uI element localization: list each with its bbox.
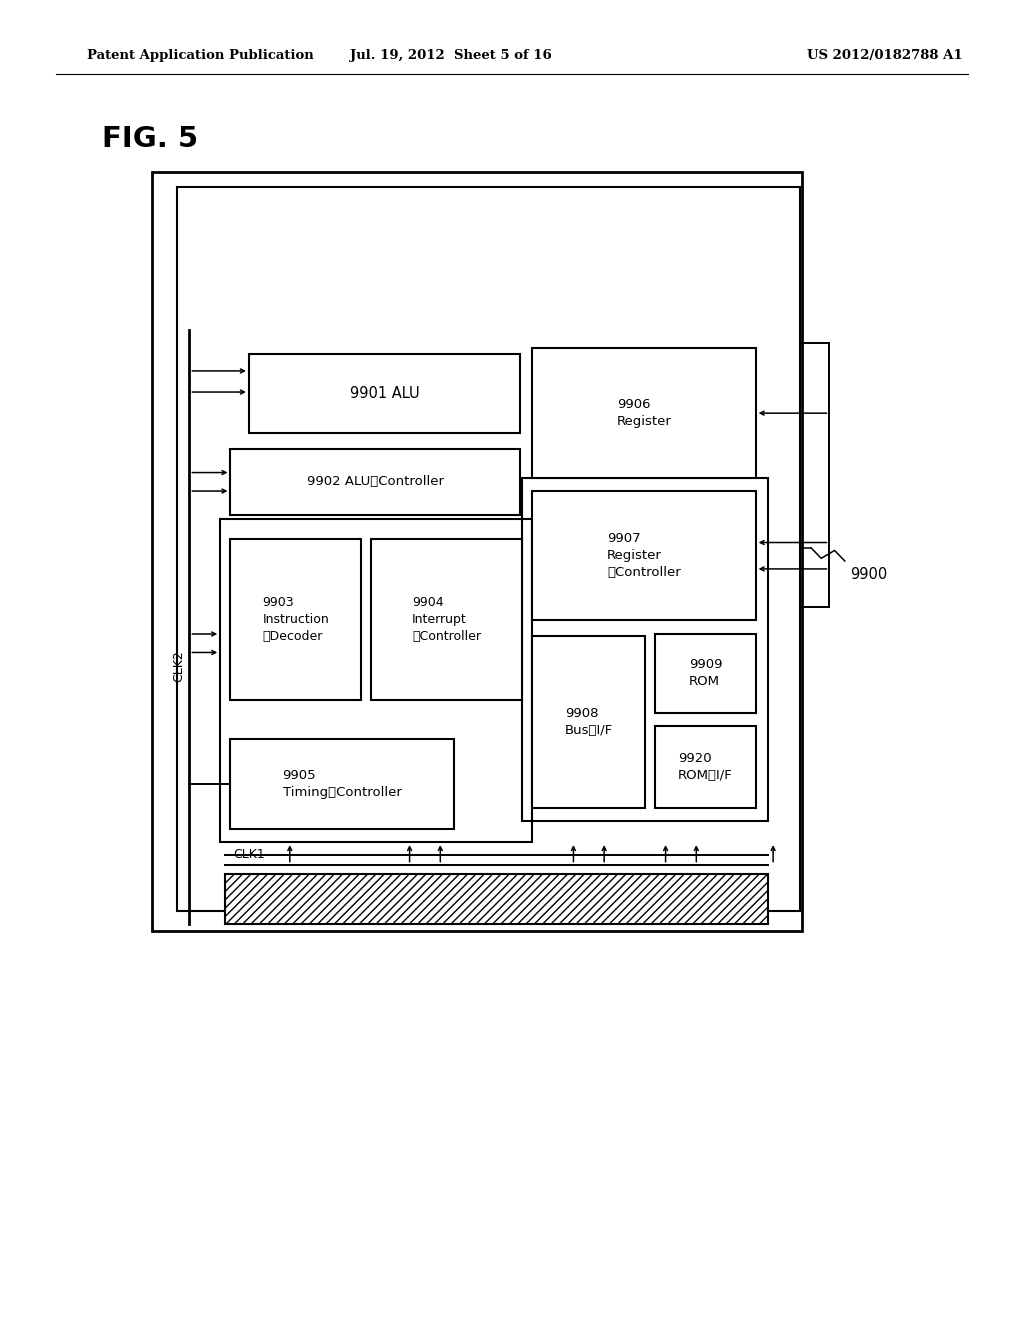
Bar xyxy=(532,491,756,620)
Bar xyxy=(532,636,645,808)
Bar xyxy=(177,187,800,911)
Text: 9905
Timing・Controller: 9905 Timing・Controller xyxy=(283,770,401,799)
Bar xyxy=(230,739,454,829)
Bar xyxy=(230,449,520,515)
Text: 9902 ALU・Controller: 9902 ALU・Controller xyxy=(307,475,443,488)
Bar xyxy=(371,539,522,700)
Bar xyxy=(220,519,532,842)
Text: 9909
ROM: 9909 ROM xyxy=(689,659,722,688)
Bar xyxy=(152,172,802,931)
Text: CLK1: CLK1 xyxy=(233,847,265,861)
Text: 9920
ROM・I/F: 9920 ROM・I/F xyxy=(678,752,733,781)
Text: CLK2: CLK2 xyxy=(173,651,185,682)
Text: Patent Application Publication: Patent Application Publication xyxy=(87,49,313,62)
Text: 9903
Instruction
・Decoder: 9903 Instruction ・Decoder xyxy=(262,595,330,643)
Bar xyxy=(522,478,768,821)
Bar xyxy=(655,726,756,808)
Text: 9906
Register: 9906 Register xyxy=(616,399,672,428)
Text: US 2012/0182788 A1: US 2012/0182788 A1 xyxy=(807,49,963,62)
Bar xyxy=(230,539,361,700)
Bar xyxy=(249,354,520,433)
Text: Jul. 19, 2012  Sheet 5 of 16: Jul. 19, 2012 Sheet 5 of 16 xyxy=(349,49,552,62)
Bar xyxy=(532,348,756,478)
Text: 9904
Interrupt
・Controller: 9904 Interrupt ・Controller xyxy=(412,595,481,643)
Text: 9900: 9900 xyxy=(850,566,887,582)
Bar xyxy=(225,874,768,924)
Text: 9901 ALU: 9901 ALU xyxy=(350,385,419,401)
Bar xyxy=(655,634,756,713)
Text: 9908
Bus・I/F: 9908 Bus・I/F xyxy=(564,708,613,737)
Text: 9907
Register
・Controller: 9907 Register ・Controller xyxy=(607,532,681,579)
Text: FIG. 5: FIG. 5 xyxy=(102,124,199,153)
